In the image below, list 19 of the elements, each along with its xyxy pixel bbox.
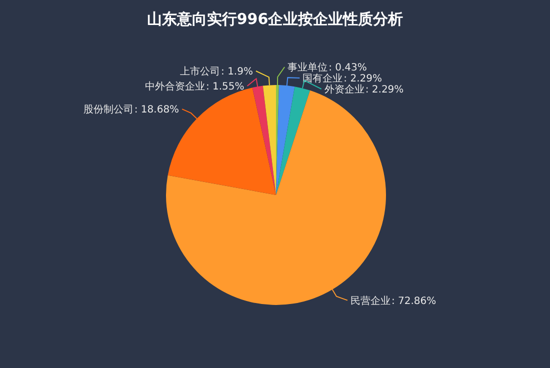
data-label: : 18.68% bbox=[134, 104, 180, 116]
pie-slice bbox=[262, 85, 276, 195]
slice-label: 民营企业 bbox=[350, 294, 390, 307]
data-label: : 0.43% bbox=[328, 62, 367, 74]
slice-label: 上市公司 bbox=[180, 66, 220, 78]
slice-label: 外资企业 bbox=[324, 84, 364, 96]
data-label: : 2.29% bbox=[365, 84, 404, 96]
slice-label: 国有企业 bbox=[302, 72, 343, 84]
slice-label: 股份制公司 bbox=[83, 104, 134, 116]
data-label: : 1.55% bbox=[206, 82, 244, 92]
pie-slice bbox=[276, 85, 295, 195]
data-label: : 72.86% bbox=[391, 296, 436, 307]
data-label: : 1.9% bbox=[221, 66, 253, 78]
slice-label: 中外合资企业 bbox=[144, 80, 205, 92]
pie-slice bbox=[252, 86, 276, 195]
pie-slice bbox=[276, 86, 310, 195]
chart-title: 山东意向实行996企业按企业性质分析 bbox=[146, 10, 404, 28]
data-label: : 2.29% bbox=[344, 74, 382, 84]
slice-label: 事业单位 bbox=[288, 62, 328, 74]
